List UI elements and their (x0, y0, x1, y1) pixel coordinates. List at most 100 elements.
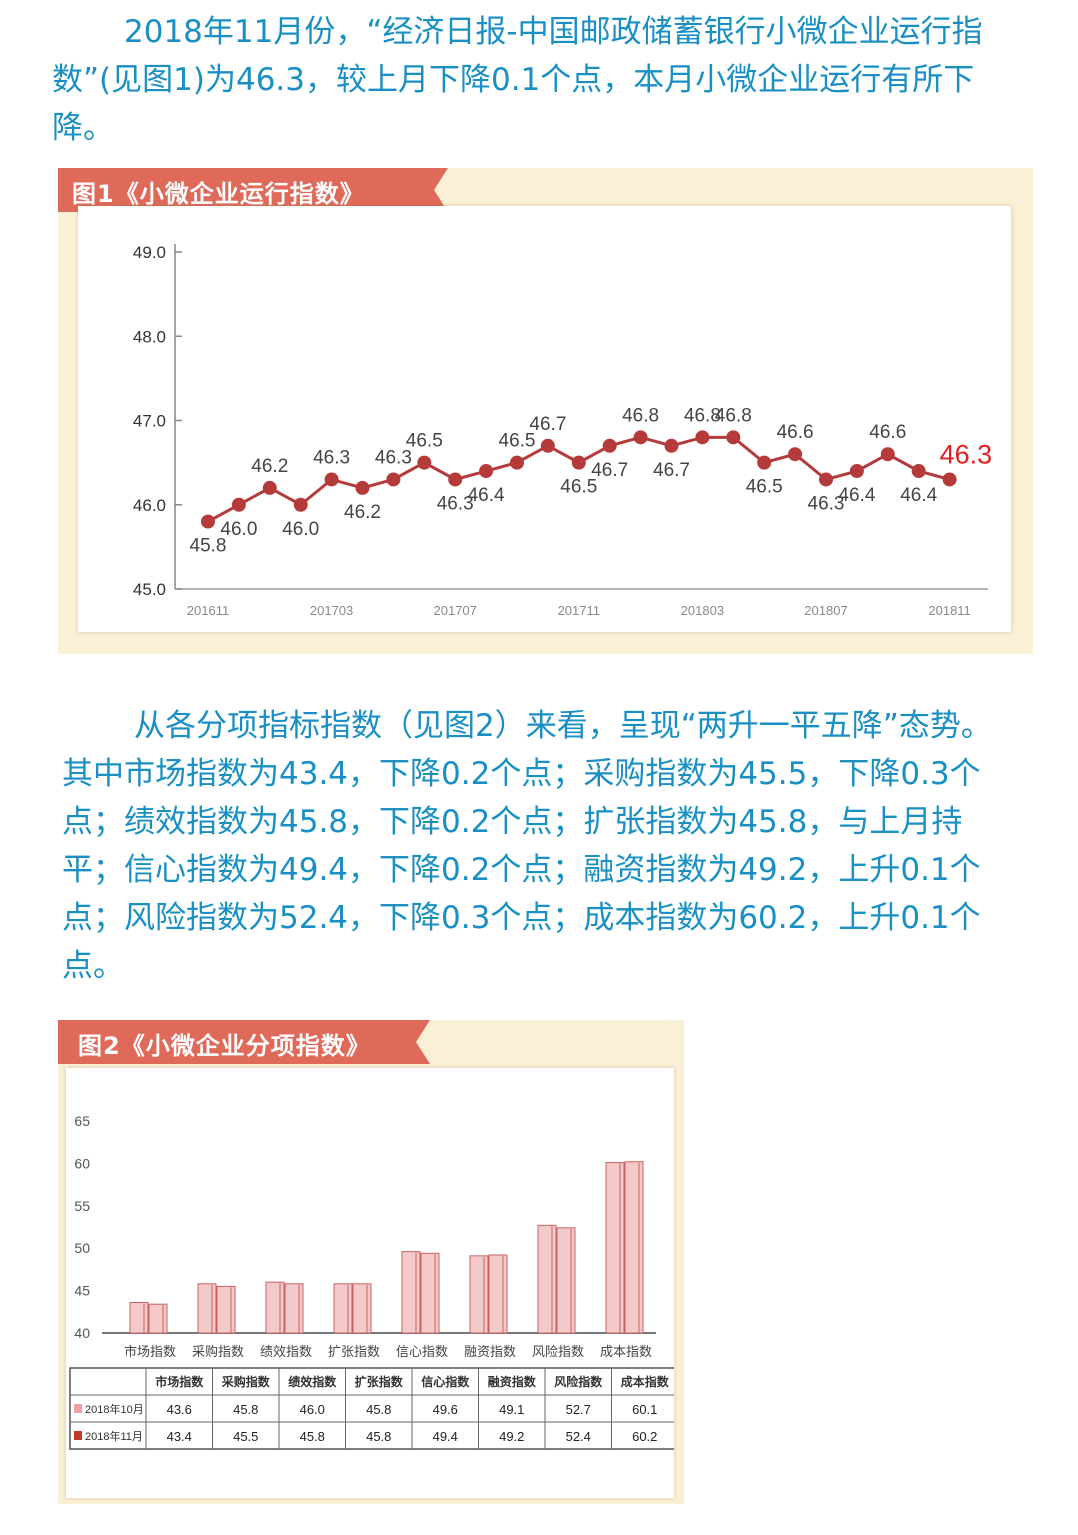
data-label: 46.7 (653, 460, 690, 481)
table-header: 绩效指数 (288, 1374, 337, 1389)
bar-2018-11 (148, 1303, 168, 1334)
component-paragraph: 从各分项指标指数（见图2）来看，呈现“两升一平五降”态势。其中市场指数为43.4… (62, 708, 992, 984)
bar-2018-10 (537, 1224, 557, 1334)
data-label: 46.2 (251, 456, 288, 477)
y-tick-label: 65 (74, 1113, 90, 1129)
table-cell: 60.2 (632, 1429, 657, 1444)
data-label: 46.3 (808, 493, 845, 514)
table-cell: 45.5 (233, 1429, 258, 1444)
legend-swatch (74, 1431, 82, 1440)
data-label: 46.4 (468, 485, 505, 506)
data-point (386, 472, 401, 487)
bar-chart-card: 40 45 50 55 60 65 市场指数 采购指数 绩效指数 扩张指数 信心指数 融资指数 风险指数… (66, 1068, 679, 1498)
table-cell: 49.2 (499, 1429, 524, 1444)
table-row-label: 2018年11月 (85, 1429, 143, 1443)
data-point (262, 480, 277, 495)
x-category-label: 信心指数 (396, 1344, 448, 1359)
data-point (231, 497, 246, 512)
intro-paragraph: 2018年11月份，“经济日报-中国邮政储蓄银行小微企业运行指数”(见图1)为4… (52, 14, 983, 146)
table-cell: 46.0 (300, 1402, 325, 1417)
table-cell: 49.6 (433, 1402, 458, 1417)
y-tick-label: 55 (74, 1198, 90, 1214)
y-tick-label: 45.0 (133, 580, 166, 599)
data-label: 46.0 (282, 519, 319, 540)
x-tick-label: 201703 (310, 603, 353, 618)
data-point (911, 464, 926, 479)
data-label: 46.3 (437, 493, 474, 514)
x-category-label: 成本指数 (600, 1344, 652, 1359)
y-tick-label: 40 (74, 1325, 90, 1341)
data-label: 46.5 (499, 431, 536, 452)
bar-2018-11 (420, 1252, 440, 1334)
data-point (448, 472, 463, 487)
y-tick-label: 50 (74, 1240, 90, 1256)
x-category-label: 风险指数 (532, 1344, 584, 1359)
data-table (69, 1367, 679, 1450)
data-label: 46.7 (529, 414, 566, 435)
data-point (664, 438, 679, 453)
line-chart-card: 45.0 46.0 47.0 48.0 49.0 201611 201703 201707 20… (78, 206, 1011, 632)
data-label: 46.6 (777, 422, 814, 443)
x-category-label: 融资指数 (464, 1344, 516, 1359)
table-cell: 45.8 (233, 1402, 258, 1417)
data-point (880, 447, 895, 462)
table-header: 信心指数 (421, 1374, 470, 1389)
figure1-panel: 图1《小微企业运行指数》 45.0 46.0 47.0 48.0 49.0 201611 2… (58, 168, 1033, 654)
bar-2018-10 (197, 1283, 217, 1334)
y-tick-label: 46.0 (133, 496, 166, 515)
bar-2018-11 (352, 1283, 372, 1334)
x-category-label: 绩效指数 (260, 1344, 312, 1359)
x-tick-label: 201807 (804, 603, 847, 618)
data-label: 46.5 (406, 431, 443, 452)
data-label: 46.8 (622, 405, 659, 426)
table-cell: 45.8 (300, 1429, 325, 1444)
data-point (849, 464, 864, 479)
figure1-banner (58, 168, 448, 212)
x-category-label: 采购指数 (192, 1344, 244, 1359)
legend-swatch (74, 1404, 82, 1413)
y-tick-label: 49.0 (133, 243, 166, 262)
table-header: 成本指数 (621, 1374, 670, 1389)
data-point (726, 430, 741, 445)
data-point (633, 430, 648, 445)
figure2-title: 图2《小微企业分项指数》 (78, 1032, 371, 1060)
table-cell: 45.8 (366, 1429, 391, 1444)
data-point (201, 514, 215, 529)
table-cell: 52.7 (566, 1402, 591, 1417)
data-point (819, 472, 833, 487)
table-row-label: 2018年10月 (85, 1402, 144, 1416)
data-label: 46.8 (684, 405, 721, 426)
y-tick-label: 47.0 (133, 412, 166, 431)
x-tick-label: 201811 (928, 603, 970, 618)
table-cell: 45.8 (366, 1402, 391, 1417)
data-label: 46.0 (220, 519, 257, 540)
data-label: 46.4 (900, 485, 937, 506)
data-label: 45.8 (190, 536, 227, 557)
bar-2018-10 (333, 1283, 353, 1334)
data-point (942, 472, 957, 487)
table-header: 风险指数 (554, 1374, 603, 1389)
data-label: 46.3 (940, 439, 993, 469)
bar-2018-10 (469, 1255, 489, 1334)
table-cell: 49.1 (499, 1402, 524, 1417)
data-label: 46.5 (560, 477, 597, 498)
table-header: 市场指数 (155, 1374, 204, 1389)
table-header: 融资指数 (488, 1374, 537, 1389)
bar-2018-11 (488, 1254, 508, 1334)
y-tick-label: 48.0 (133, 327, 166, 346)
data-label: 46.7 (591, 460, 628, 481)
table-header: 扩张指数 (355, 1374, 404, 1389)
line-chart: 45.0 46.0 47.0 48.0 49.0 201611 201703 201707 20… (133, 243, 993, 618)
bar-2018-11 (556, 1227, 576, 1334)
bar-2018-11 (216, 1285, 236, 1334)
data-point (540, 438, 555, 453)
data-point (417, 455, 432, 470)
bar-2018-10 (265, 1281, 285, 1334)
figure2-panel: 图2《小微企业分项指数》 40 45 50 55 60 65 市场指数 采购指数 绩效指数 扩张指… (58, 1020, 684, 1504)
data-point (602, 438, 617, 453)
table-cell: 60.1 (632, 1402, 657, 1417)
data-point (355, 480, 370, 495)
data-point (757, 455, 772, 470)
x-tick-label: 201611 (187, 603, 229, 618)
